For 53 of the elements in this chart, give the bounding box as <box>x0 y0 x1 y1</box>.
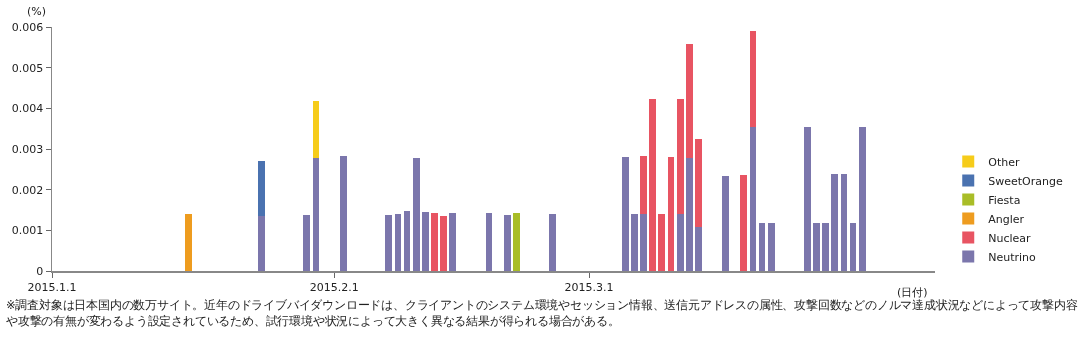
bar <box>631 213 639 271</box>
bar <box>449 212 456 271</box>
bar <box>685 157 693 271</box>
bar <box>676 98 684 214</box>
text: ※調査対象は日本国内の数万サイト。近年のドライブバイダウンロードは、クライアントのシステム環境やセッション情報、送信元アドレスの属性、攻撃回数などのノルマ達成状況などによって攻撃内容や攻撃の有無が変わるよう設定されているため、試行環境や状況によって大きく異なる結果が得られる場合がある。 <box>6 298 1078 329</box>
bar <box>640 213 648 271</box>
x-tick-label: 2015.2.1 <box>309 280 359 294</box>
y-axis-title: (%) <box>27 5 47 18</box>
y-tick-label: 0 <box>36 264 44 278</box>
bar <box>813 223 821 271</box>
bar <box>303 214 311 271</box>
bar <box>440 215 447 271</box>
y-tick-label: 0.006 <box>11 20 44 34</box>
bar <box>740 175 748 271</box>
bar <box>385 214 393 271</box>
bar <box>694 138 702 228</box>
bar <box>858 126 866 271</box>
bar <box>767 223 775 271</box>
y-tick-label: 0.002 <box>11 183 44 197</box>
y-tick-label: 0.004 <box>11 102 44 116</box>
legend-label: Neutrino <box>988 250 1037 264</box>
bar <box>622 156 629 271</box>
bar <box>804 126 811 271</box>
x-axis-title: (日付) <box>897 286 928 299</box>
bar <box>503 214 511 271</box>
y-tick-label: 0.003 <box>11 142 44 156</box>
legend-label: Fiesta <box>988 193 1021 207</box>
bar <box>421 212 429 271</box>
x-tick-label: 2015.3.1 <box>564 280 614 294</box>
bar <box>694 227 702 271</box>
bar <box>658 214 666 271</box>
bar <box>185 214 192 271</box>
bar <box>640 156 648 214</box>
y-tick-label: 0.001 <box>11 224 44 238</box>
legend-label: Nuclear <box>988 231 1032 245</box>
legend-label: Angler <box>988 212 1025 226</box>
bar <box>649 99 657 271</box>
bar <box>339 155 347 271</box>
bar <box>257 161 265 217</box>
bar <box>685 44 693 158</box>
bar <box>512 213 520 271</box>
legend-label: SweetOrange <box>988 174 1063 188</box>
bar <box>722 175 730 271</box>
bar <box>822 223 830 271</box>
bar <box>430 213 438 271</box>
bar <box>831 174 839 271</box>
bar <box>257 216 265 271</box>
bar <box>676 213 684 271</box>
bar <box>549 214 557 271</box>
legend-label: Other <box>988 155 1020 169</box>
x-tick-label: 2015.1.1 <box>27 280 77 294</box>
y-tick-label: 0.005 <box>11 61 44 75</box>
bar <box>412 157 420 271</box>
